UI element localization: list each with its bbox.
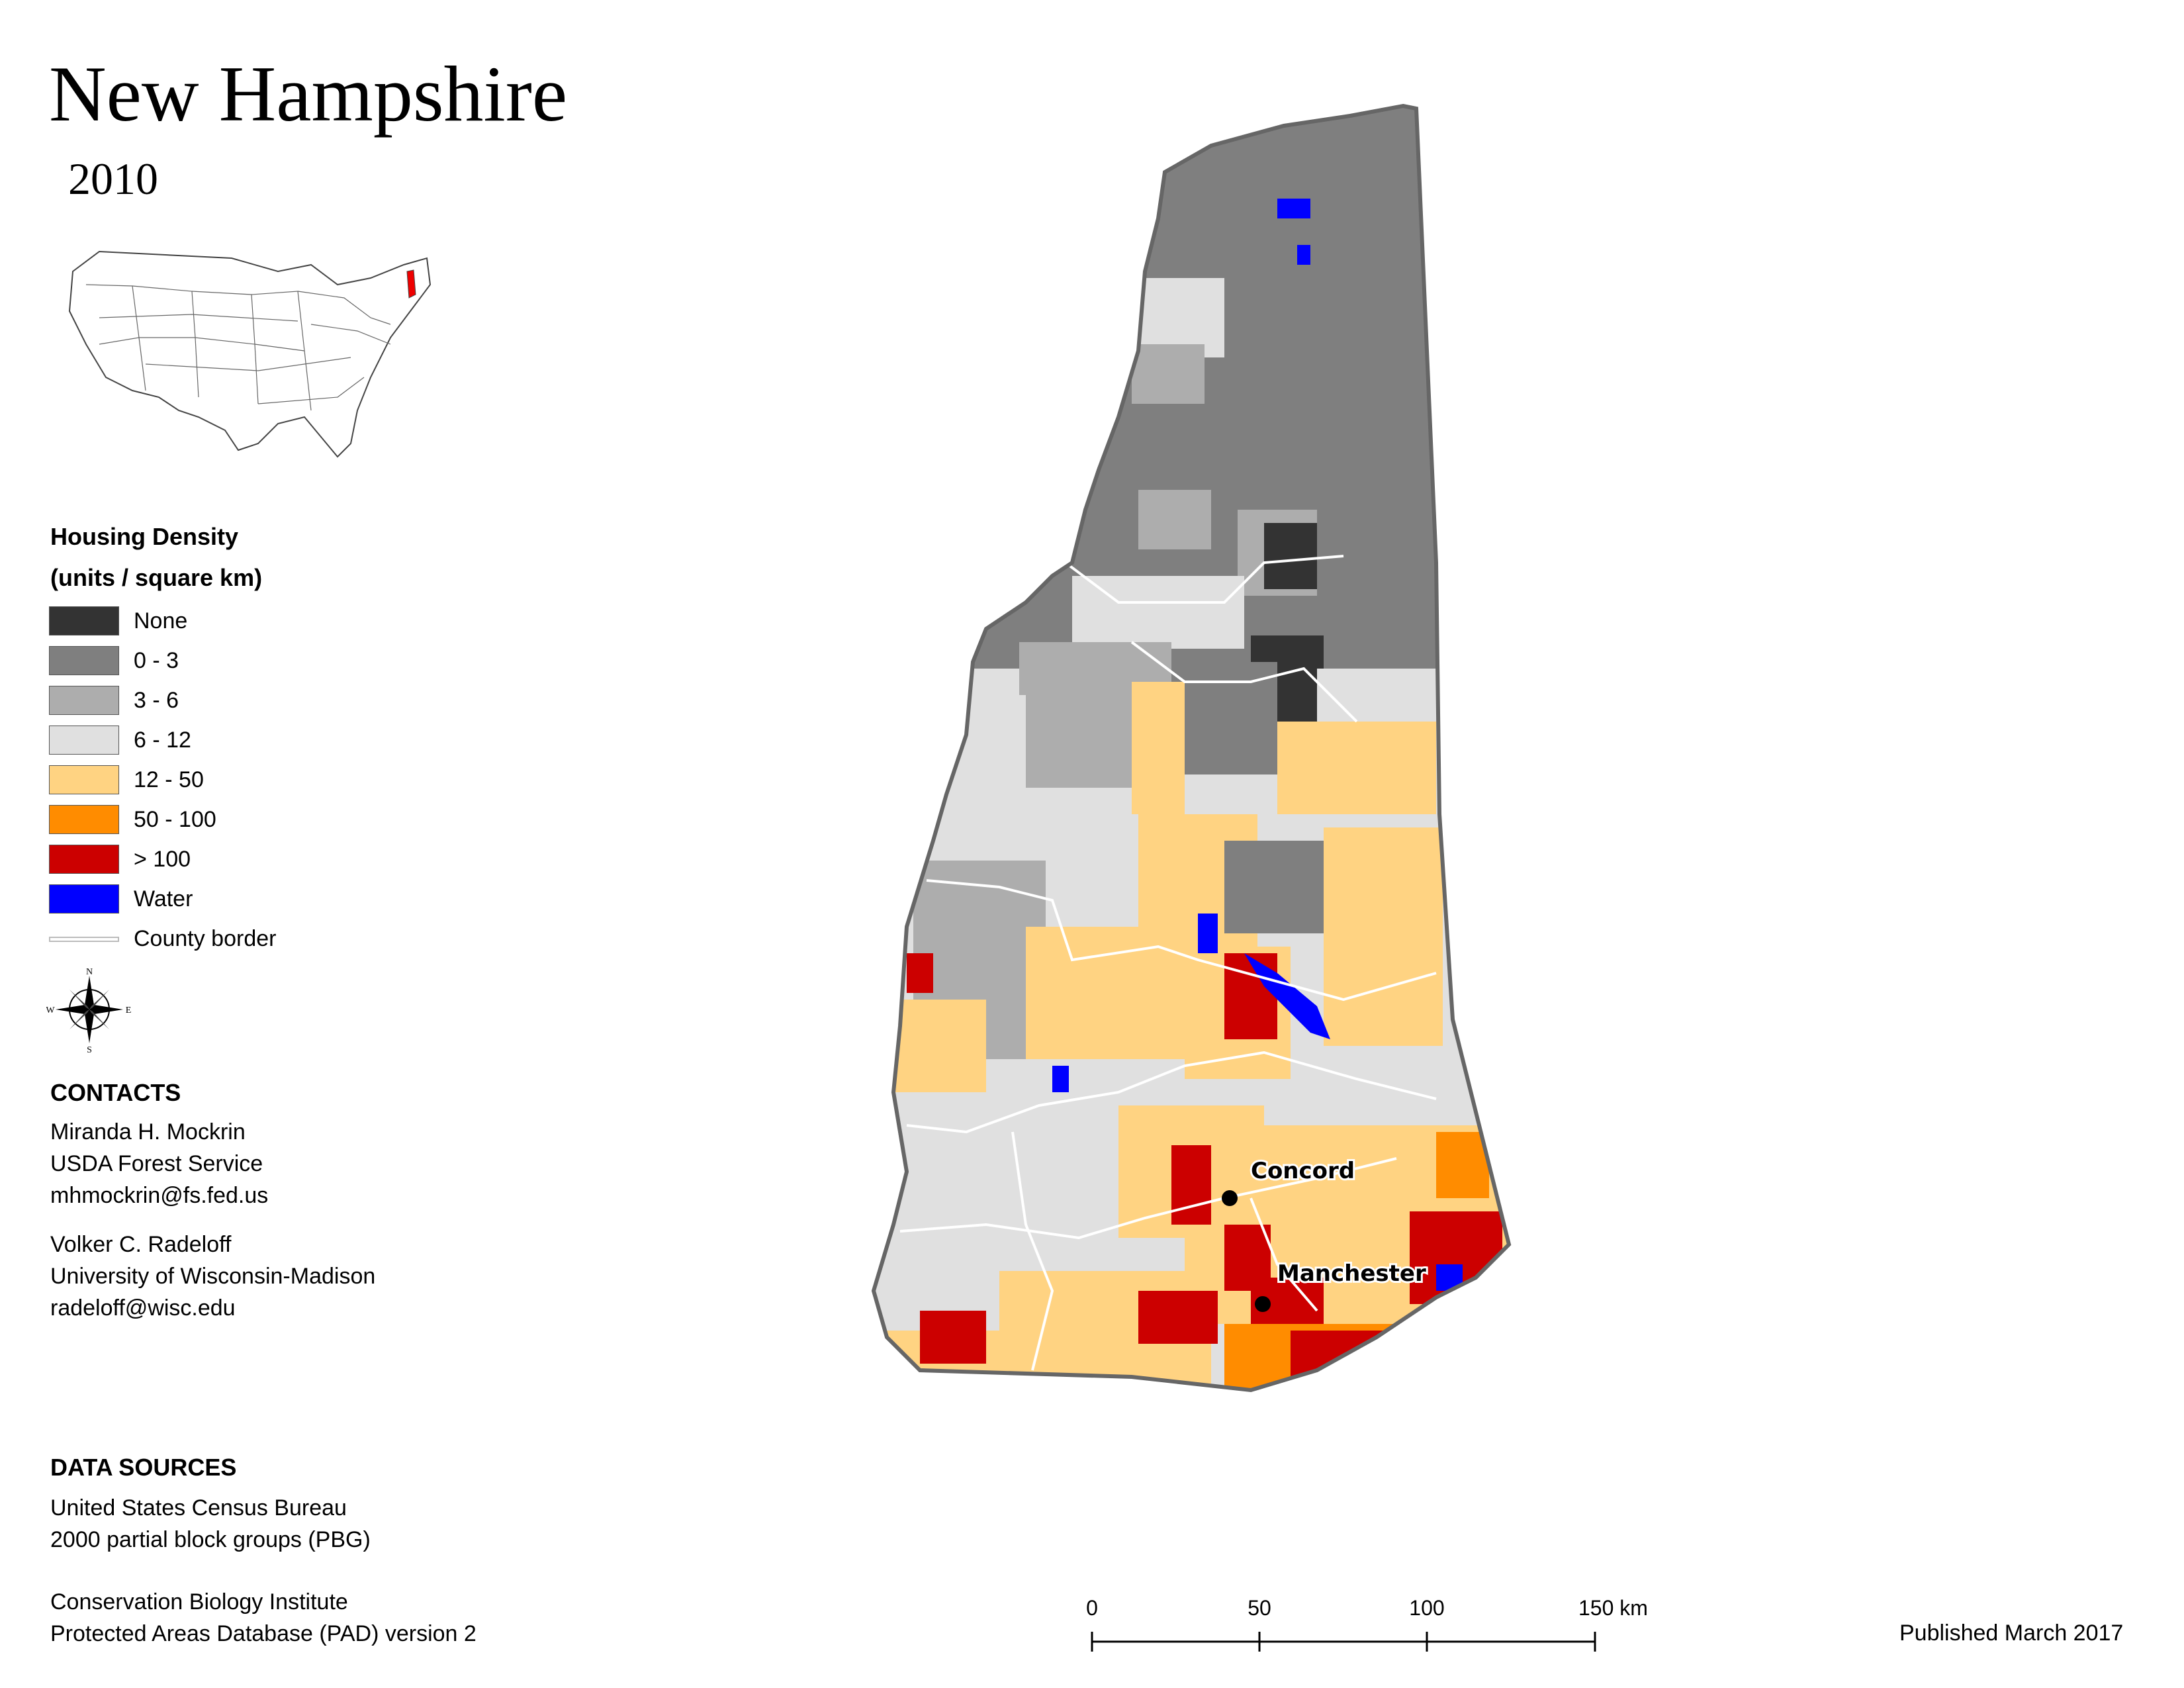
new-hampshire-map: Concord Manchester — [871, 103, 1512, 1393]
data-source-line: Protected Areas Database (PAD) version 2 — [50, 1621, 477, 1646]
city-marker-manchester — [1255, 1296, 1271, 1312]
legend-label: None — [134, 608, 188, 633]
legend-title: Housing Density (units / square km) — [50, 516, 262, 598]
legend-swatch — [49, 726, 119, 755]
legend-swatch — [49, 845, 119, 874]
legend-label: 3 - 6 — [134, 688, 179, 713]
legend-swatch — [49, 606, 119, 635]
legend-label: Water — [134, 886, 193, 912]
contact-name: Volker C. Radeloff — [50, 1232, 232, 1257]
scale-tick-100: 100 — [1409, 1596, 1444, 1620]
contact-1: Miranda H. Mockrin USDA Forest Service m… — [50, 1116, 268, 1211]
data-sources-heading: DATA SOURCES — [50, 1454, 237, 1481]
contact-name: Miranda H. Mockrin — [50, 1119, 246, 1145]
us-outline — [68, 250, 432, 458]
contact-org: USDA Forest Service — [50, 1151, 263, 1176]
county-border-swatch — [49, 937, 119, 942]
data-source-line: 2000 partial block groups (PBG) — [50, 1527, 371, 1552]
data-source-cbi: Conservation Biology Institute Protected… — [50, 1586, 477, 1650]
density-fill — [874, 106, 1509, 1390]
new-hampshire-highlight — [406, 269, 416, 299]
legend-label: 50 - 100 — [134, 807, 216, 832]
compass-west: W — [46, 1006, 55, 1015]
us-state-lines — [85, 284, 391, 411]
compass-east: E — [126, 1006, 132, 1015]
contact-org: University of Wisconsin-Madison — [50, 1264, 376, 1289]
compass-south: S — [87, 1045, 92, 1053]
compass-rose-icon: N S E W — [46, 967, 132, 1053]
legend-swatch — [49, 686, 119, 715]
us-locator-map — [68, 250, 432, 458]
contacts-heading: CONTACTS — [50, 1079, 181, 1106]
data-source-line: United States Census Bureau — [50, 1495, 347, 1521]
legend-swatch — [49, 805, 119, 834]
legend-title-line1: Housing Density — [50, 523, 239, 550]
legend-label: 6 - 12 — [134, 727, 191, 753]
scale-bar: 0 50 100 150 km — [1086, 1596, 1648, 1652]
scale-tick-0: 0 — [1086, 1596, 1098, 1620]
map-year: 2010 — [68, 154, 158, 204]
county-borders — [899, 555, 1437, 1371]
legend-swatch — [49, 646, 119, 675]
state-outline — [871, 103, 1512, 1393]
legend-title-line2: (units / square km) — [50, 564, 263, 591]
published-date: Published March 2017 — [1899, 1620, 2124, 1646]
legend-label: > 100 — [134, 847, 191, 872]
compass-north: N — [86, 967, 93, 977]
contact-email: radeloff@wisc.edu — [50, 1295, 236, 1321]
data-source-census: United States Census Bureau 2000 partial… — [50, 1492, 371, 1556]
legend-label: 0 - 3 — [134, 648, 179, 673]
contact-2: Volker C. Radeloff University of Wiscons… — [50, 1229, 375, 1324]
legend-label: 12 - 50 — [134, 767, 204, 792]
legend-swatch — [49, 884, 119, 914]
legend-swatch — [49, 765, 119, 794]
contact-email: mhmockrin@fs.fed.us — [50, 1183, 269, 1208]
scale-tick-150: 150 km — [1578, 1596, 1648, 1620]
city-label-manchester: Manchester — [1277, 1260, 1426, 1287]
map-title: New Hampshire — [49, 50, 568, 138]
scale-tick-50: 50 — [1248, 1596, 1271, 1620]
city-label-concord: Concord — [1251, 1158, 1355, 1184]
legend-label: County border — [134, 926, 277, 951]
city-marker-concord — [1222, 1190, 1238, 1206]
data-source-line: Conservation Biology Institute — [50, 1589, 348, 1615]
